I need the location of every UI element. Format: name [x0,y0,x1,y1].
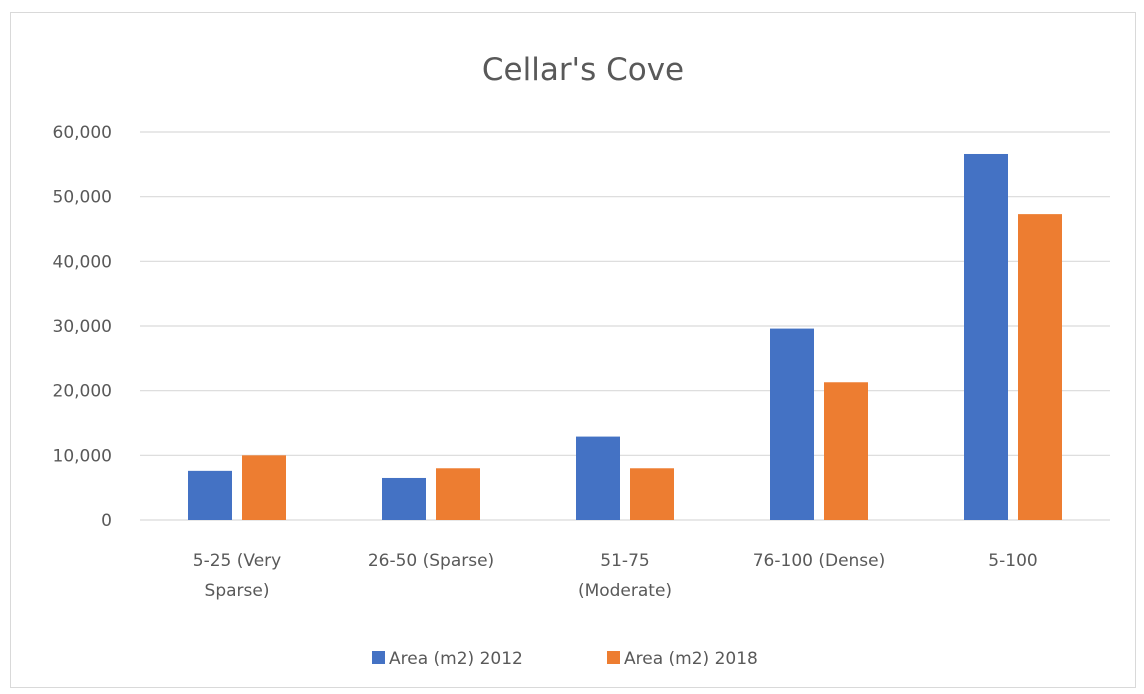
bar-2018-0 [242,455,286,520]
x-category-label: 76-100 (Dense) [753,551,886,571]
x-axis-labels: 5-25 (Very Sparse) 26-50 (Sparse) 51-75 (Mod… [193,551,1038,601]
x-category-label: Sparse) [205,581,270,601]
x-category-label: 51-75 [600,551,649,571]
bar-2012-1 [382,477,426,520]
bar-2012-2 [576,436,620,520]
y-tick-label: 50,000 [53,188,112,208]
x-category-label: 26-50 (Sparse) [368,551,494,571]
y-tick-label: 60,000 [53,123,112,143]
bar-2018-2 [630,468,674,520]
x-category-label: (Moderate) [578,581,672,601]
bar-2012-3 [770,328,814,520]
bar-2012-4 [964,153,1008,520]
chart-title: Cellar's Cove [482,52,684,88]
y-tick-label: 20,000 [53,382,112,402]
legend-label: Area (m2) 2012 [389,649,523,669]
legend-swatch [372,651,385,664]
y-tick-label: 10,000 [53,446,112,466]
bar-2018-3 [824,382,868,520]
y-tick-label: 30,000 [53,317,112,337]
bar-2018-1 [436,468,480,520]
bar-2012-0 [188,470,232,520]
legend-swatch [607,651,620,664]
y-axis-ticks: 0 10,000 20,000 30,000 40,000 50,000 60,000 [53,123,112,531]
legend: Area (m2) 2012 Area (m2) 2018 [372,649,758,669]
bars [188,153,1062,521]
bar-2018-4 [1018,214,1062,521]
x-category-label: 5-100 [988,551,1037,571]
y-tick-label: 0 [101,511,112,531]
gridlines [140,131,1110,521]
x-category-label: 5-25 (Very [193,551,281,571]
chart-frame [10,12,1136,688]
legend-label: Area (m2) 2018 [624,649,758,669]
y-tick-label: 40,000 [53,252,112,272]
